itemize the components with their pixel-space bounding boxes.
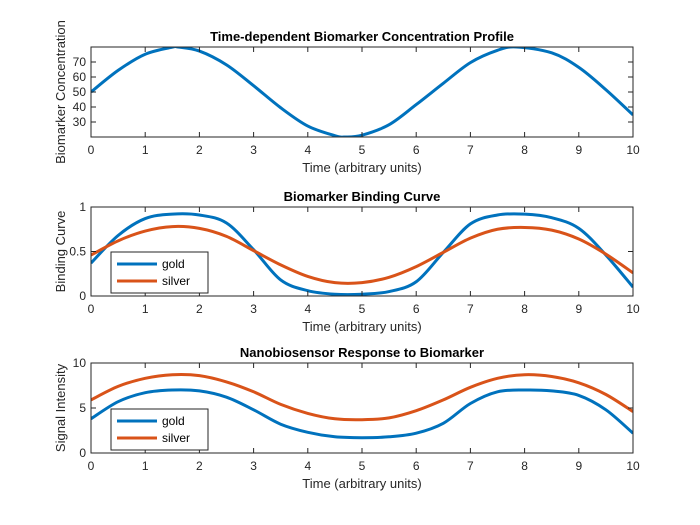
series-line-gold (91, 388, 633, 440)
x-tick-label: 1 (142, 143, 149, 157)
x-tick-label: 7 (467, 302, 474, 316)
x-tick-label: 9 (575, 143, 582, 157)
x-tick-label: 2 (196, 459, 203, 473)
legend: gold silver (110, 408, 209, 451)
legend-label-silver: silver (162, 431, 190, 445)
y-tick-label: 0.5 (69, 245, 86, 259)
y-tick-label: 0 (79, 446, 86, 460)
x-tick-label: 10 (626, 302, 640, 316)
y-axis-label: Signal Intensity (53, 363, 68, 452)
y-tick-label: 60 (73, 70, 87, 84)
x-tick-label: 6 (413, 143, 420, 157)
series-line-silver (91, 372, 633, 422)
legend-box (110, 408, 209, 451)
x-axis-label: Time (arbitrary units) (302, 160, 421, 175)
x-tick-label: 8 (521, 302, 528, 316)
x-tick-label: 0 (88, 143, 95, 157)
x-tick-label: 7 (467, 143, 474, 157)
legend: gold silver (110, 251, 209, 294)
subplot-2: 0 1 2 3 4 5 6 7 8 9 10 0 0.5 1 Biomarker Binding Curve… (53, 189, 640, 334)
x-tick-label: 3 (250, 459, 257, 473)
chart-title: Nanobiosensor Response to Biomarker (240, 345, 484, 360)
legend-label-gold: gold (162, 257, 185, 271)
series-line-line1 (91, 47, 633, 137)
legend-label-gold: gold (162, 414, 185, 428)
y-tick-label: 70 (73, 55, 87, 69)
series-line-silver (91, 224, 633, 285)
plot-area (91, 47, 633, 137)
x-tick-label: 10 (626, 459, 640, 473)
x-tick-label: 9 (575, 459, 582, 473)
y-tick-label: 5 (79, 401, 86, 415)
x-tick-label: 0 (88, 459, 95, 473)
x-tick-label: 4 (304, 143, 311, 157)
y-tick-label: 40 (73, 100, 87, 114)
y-tick-label: 50 (73, 85, 87, 99)
y-axis-label: Biomarker Concentration (53, 20, 68, 164)
x-axis-label: Time (arbitrary units) (302, 319, 421, 334)
x-tick-label: 1 (142, 459, 149, 473)
x-tick-label: 3 (250, 302, 257, 316)
y-tick-label: 0 (79, 289, 86, 303)
x-tick-label: 4 (304, 302, 311, 316)
x-tick-label: 4 (304, 459, 311, 473)
x-tick-label: 8 (521, 459, 528, 473)
x-axis-label: Time (arbitrary units) (302, 476, 421, 491)
legend-label-silver: silver (162, 274, 190, 288)
x-tick-label: 3 (250, 143, 257, 157)
x-tick-label: 5 (359, 143, 366, 157)
x-tick-label: 5 (359, 459, 366, 473)
x-tick-label: 5 (359, 302, 366, 316)
x-tick-label: 8 (521, 143, 528, 157)
y-tick-label: 1 (79, 200, 86, 214)
x-tick-label: 2 (196, 143, 203, 157)
x-tick-label: 6 (413, 302, 420, 316)
legend-box (110, 251, 209, 294)
x-tick-label: 2 (196, 302, 203, 316)
y-axis-label: Binding Curve (53, 211, 68, 293)
x-tick-label: 10 (626, 143, 640, 157)
x-tick-label: 7 (467, 459, 474, 473)
y-tick-label: 10 (73, 356, 87, 370)
subplot-3: 0 1 2 3 4 5 6 7 8 9 10 0 5 10 Nanobiosensor Response t… (53, 345, 640, 491)
chart-title: Biomarker Binding Curve (284, 189, 441, 204)
x-tick-label: 9 (575, 302, 582, 316)
x-tick-label: 0 (88, 302, 95, 316)
chart-title: Time-dependent Biomarker Concentration P… (210, 29, 514, 44)
y-tick-label: 30 (73, 115, 87, 129)
x-tick-label: 1 (142, 302, 149, 316)
x-tick-label: 6 (413, 459, 420, 473)
